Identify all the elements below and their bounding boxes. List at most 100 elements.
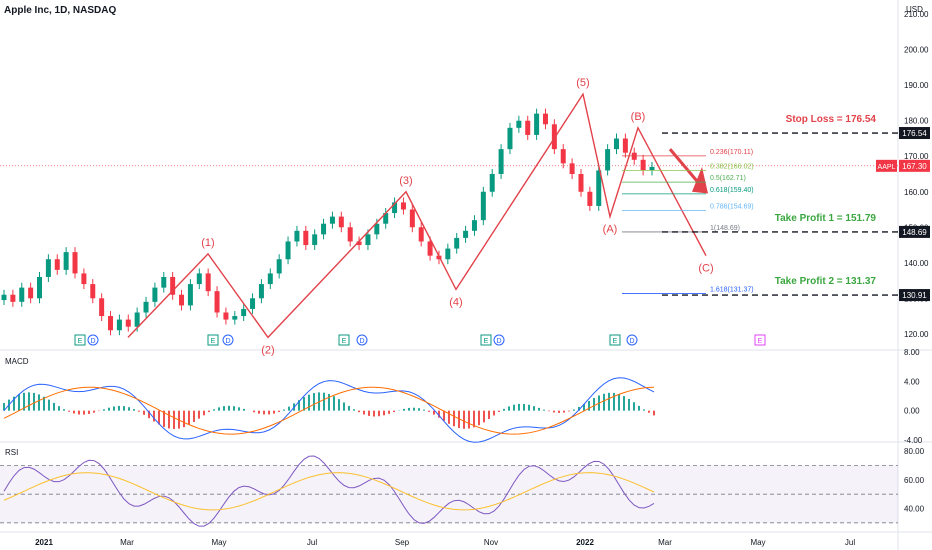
fib-label: 0.5(162.71) — [710, 175, 746, 182]
candle-body — [143, 301, 149, 313]
macd-tick-label: 4.00 — [904, 377, 920, 386]
event-marker-label: E — [342, 338, 347, 345]
macd-histogram-bar — [648, 410, 650, 413]
macd-histogram-bar — [333, 396, 335, 411]
macd-histogram-bar — [313, 393, 315, 411]
macd-histogram-bar — [553, 410, 555, 413]
earnings-marker — [207, 334, 219, 346]
candle-body — [152, 287, 158, 302]
macd-histogram-bar — [68, 410, 70, 412]
macd-histogram-bar — [283, 409, 285, 411]
rsi-line — [3, 455, 655, 527]
candle-body — [170, 276, 176, 295]
macd-histogram-bar — [618, 394, 620, 411]
macd-histogram-bar — [93, 410, 95, 413]
macd-histogram-bar — [583, 404, 585, 411]
candle-body — [498, 149, 504, 174]
candle-body — [445, 248, 451, 260]
macd-histogram-bar — [338, 399, 340, 411]
candle-body — [10, 294, 16, 302]
candle-body — [116, 319, 122, 331]
last-price-tag-label: 167.30 — [902, 162, 927, 171]
candle-body — [179, 294, 185, 306]
macd-histogram-bar — [348, 405, 350, 411]
macd-histogram-bar — [33, 392, 35, 411]
macd-histogram-bar — [488, 410, 490, 419]
candle-body — [81, 273, 87, 285]
macd-histogram-bar — [638, 405, 640, 411]
macd-histogram-bar — [528, 404, 530, 411]
macd-histogram-bar — [608, 392, 610, 411]
event-marker-label: D — [359, 338, 364, 345]
dividend-marker — [626, 334, 638, 346]
candle-body — [356, 241, 362, 246]
candle-body — [28, 287, 34, 299]
level-label: Take Profit 1 = 151.79 — [775, 213, 877, 224]
time-tick-label: Jul — [307, 538, 317, 547]
macd-histogram-bar — [263, 410, 265, 415]
candle-body — [471, 220, 477, 231]
macd-histogram-bar — [503, 408, 505, 411]
candle-body — [54, 259, 60, 270]
macd-histogram-bar — [438, 410, 440, 418]
candle-body — [383, 213, 389, 224]
macd-histogram-bar — [23, 392, 25, 411]
wave-label: (A) — [603, 224, 618, 236]
macd-histogram-bar — [653, 410, 655, 416]
event-marker-label: D — [225, 338, 230, 345]
macd-histogram-bar — [138, 410, 140, 412]
event-marker-label: E — [484, 338, 489, 345]
elliott-wave-line — [127, 92, 707, 339]
candle-body — [427, 241, 433, 256]
wave-label: (C) — [698, 263, 713, 275]
time-tick-label: 2022 — [576, 538, 594, 547]
candle-body — [374, 223, 380, 235]
event-marker-label: D — [629, 338, 634, 345]
macd-histogram-bar — [28, 392, 30, 411]
macd-histogram-bar — [208, 410, 210, 413]
price-tag-label: 148.69 — [902, 228, 927, 237]
candle-body — [560, 149, 566, 164]
candle-body — [125, 319, 131, 327]
macd-histogram-bar — [388, 410, 390, 414]
price-tick-label: 160.00 — [904, 188, 929, 197]
macd-histogram-bar — [193, 410, 195, 422]
macd-tick-label: -4.00 — [904, 436, 923, 445]
earnings-marker — [74, 334, 86, 346]
macd-histogram-bar — [88, 410, 90, 414]
macd-histogram-bar — [643, 409, 645, 411]
macd-histogram-bar — [273, 410, 275, 414]
macd-histogram-bar — [223, 406, 225, 411]
macd-histogram-bar — [373, 410, 375, 417]
candle-body — [285, 241, 291, 260]
macd-histogram-bar — [403, 408, 405, 411]
macd-histogram-bar — [113, 406, 115, 411]
macd-histogram-bar — [363, 410, 365, 415]
price-tick-label: 140.00 — [904, 259, 929, 268]
macd-histogram-bar — [163, 410, 165, 427]
last-price-tag — [899, 159, 930, 172]
macd-histogram-bar — [353, 409, 355, 411]
macd-histogram-bar — [368, 410, 370, 416]
macd-histogram-bar — [433, 410, 435, 415]
candle-body — [161, 276, 167, 288]
candle-body — [312, 234, 318, 246]
price-tag — [899, 289, 930, 302]
candle-body — [99, 298, 105, 317]
candle-body — [418, 227, 424, 242]
candle-body — [454, 237, 460, 249]
candle-body — [622, 138, 628, 153]
macd-histogram-bar — [308, 394, 310, 411]
macd-histogram-bar — [518, 403, 520, 411]
event-marker-label: D — [496, 338, 501, 345]
macd-tick-label: 0.00 — [904, 407, 920, 416]
macd-histogram-bar — [83, 410, 85, 415]
macd-histogram-bar — [3, 402, 5, 411]
candle-body — [516, 120, 522, 128]
level-label: Stop Loss = 176.54 — [786, 114, 877, 125]
macd-histogram-bar — [428, 410, 430, 412]
macd-histogram-bar — [323, 392, 325, 411]
macd-histogram-bar — [43, 396, 45, 411]
earnings-marker — [754, 334, 766, 346]
candle-body — [303, 230, 309, 246]
